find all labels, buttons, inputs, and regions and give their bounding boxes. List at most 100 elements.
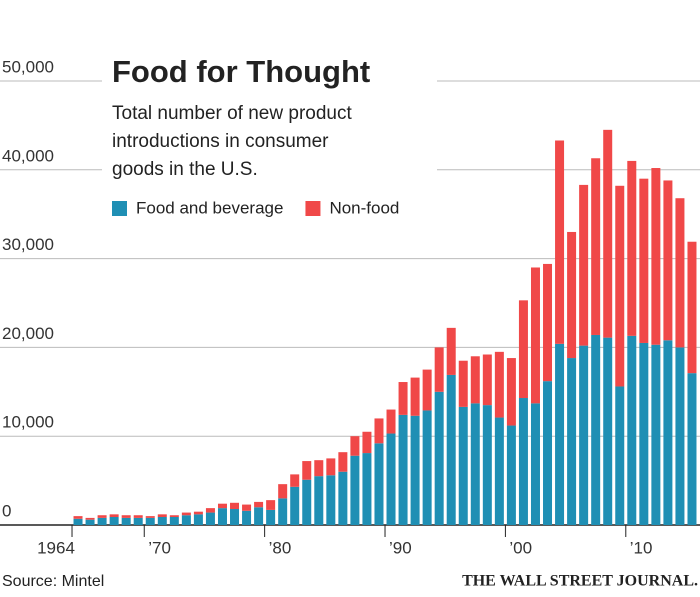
bar-segment <box>266 509 276 525</box>
bar-segment <box>121 515 131 518</box>
bar-segment <box>278 498 288 525</box>
bar-segment <box>434 347 444 392</box>
bar-segment <box>494 351 504 418</box>
bar-segment <box>350 436 360 456</box>
bar-segment <box>446 327 456 375</box>
bar-segment <box>555 343 565 525</box>
bar-segment <box>567 231 577 359</box>
bar-segment <box>205 512 215 525</box>
bar-segment <box>627 160 637 336</box>
bar-segment <box>73 516 83 519</box>
bar-segment <box>169 517 179 525</box>
bar-segment <box>181 512 191 516</box>
bar-segment <box>470 403 480 525</box>
bar-segment <box>230 509 240 525</box>
x-tick-label: ’90 <box>389 538 412 557</box>
bar-segment <box>434 391 444 525</box>
bar-segment <box>398 414 408 525</box>
bar-segment <box>290 474 300 487</box>
bar-segment <box>97 515 107 518</box>
bar-segment <box>230 502 240 510</box>
bar-segment <box>266 500 276 510</box>
bar-segment <box>169 515 179 518</box>
bar-segment <box>254 507 264 525</box>
bar-segment <box>338 471 348 525</box>
y-tick-label: 30,000 <box>2 235 54 254</box>
y-tick-label: 0 <box>2 501 11 520</box>
bar-segment <box>73 518 83 525</box>
bar-segment <box>217 503 227 509</box>
bar-segment <box>254 501 264 508</box>
bar-segment <box>530 403 540 525</box>
bar-segment <box>603 337 613 525</box>
bar-segment <box>675 198 685 348</box>
bar-segment <box>615 185 625 387</box>
bar-segment <box>133 517 143 525</box>
bar-segment <box>579 345 589 525</box>
bar-segment <box>506 425 516 525</box>
x-tick-label: ’00 <box>509 538 532 557</box>
bar-segment <box>85 517 95 520</box>
bar-segment <box>314 476 324 525</box>
bar-segment <box>675 347 685 525</box>
bar-segment <box>458 360 468 407</box>
bar-segment <box>410 415 420 525</box>
bar-segment <box>133 515 143 518</box>
source: Source: Mintel <box>2 573 104 590</box>
bar-segment <box>591 334 601 525</box>
bar-segment <box>145 517 155 525</box>
bar-segment <box>482 405 492 525</box>
bar-segment <box>290 486 300 525</box>
bar-segment <box>242 510 252 525</box>
bar-segment <box>555 140 565 344</box>
bar-segment <box>518 398 528 525</box>
bar-segment <box>386 409 396 434</box>
bar-segment <box>494 417 504 525</box>
bar-segment <box>193 511 203 515</box>
credit: THE WALL STREET JOURNAL. <box>462 573 698 590</box>
bar-segment <box>687 373 697 525</box>
x-tick-label: ’70 <box>148 538 171 557</box>
bar-segment <box>362 431 372 454</box>
bar-segment <box>326 458 336 476</box>
bar-segment <box>374 418 384 444</box>
bar-segment <box>109 514 119 518</box>
legend-swatch <box>112 201 127 216</box>
bar-segment <box>326 475 336 525</box>
bar-segment <box>242 504 252 511</box>
bar-segment <box>157 514 167 518</box>
y-tick-label: 20,000 <box>2 324 54 343</box>
bar-segment <box>398 382 408 415</box>
bar-segment <box>446 374 456 525</box>
bar-segment <box>314 460 324 477</box>
legend-label: Non-food <box>329 198 399 217</box>
title-box <box>102 50 437 228</box>
bar-segment <box>663 180 673 341</box>
bar-segment <box>591 158 601 335</box>
bar-segment <box>302 479 312 525</box>
bar-segment <box>386 433 396 525</box>
bar-segment <box>193 514 203 525</box>
bar-segment <box>482 354 492 406</box>
bar-segment <box>97 517 107 525</box>
legend-swatch <box>305 201 321 216</box>
bar-segment <box>205 508 215 513</box>
x-tick-label: 1964 <box>37 538 75 557</box>
bar-segment <box>85 519 95 525</box>
bar-segment <box>687 241 697 374</box>
bar-segment <box>350 455 360 525</box>
x-tick-label: ’80 <box>269 538 292 557</box>
bar-segment <box>639 178 649 343</box>
bar-segment <box>615 386 625 525</box>
bar-segment <box>639 342 649 525</box>
bar-segment <box>506 358 516 426</box>
subtitle-line: Total number of new product <box>112 103 352 124</box>
bar-segment <box>651 168 661 345</box>
bar-segment <box>278 484 288 499</box>
bar-segment <box>567 358 577 525</box>
bar-segment <box>543 381 553 525</box>
bar-segment <box>121 517 131 525</box>
bar-segment <box>157 517 167 525</box>
bar-segment <box>627 335 637 525</box>
